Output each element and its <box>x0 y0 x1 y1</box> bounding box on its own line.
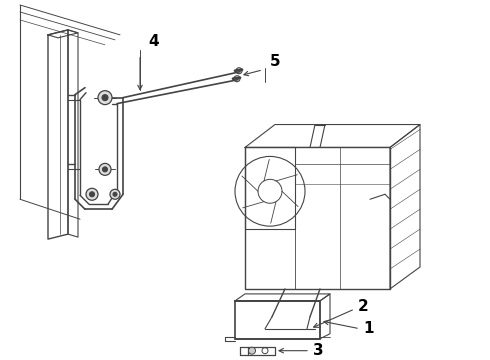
Circle shape <box>99 163 111 175</box>
Text: 2: 2 <box>358 300 369 314</box>
Text: 4: 4 <box>148 34 159 49</box>
Circle shape <box>113 192 117 196</box>
Circle shape <box>90 192 95 197</box>
Circle shape <box>86 188 98 200</box>
Circle shape <box>102 167 107 172</box>
Circle shape <box>110 189 120 199</box>
Text: 1: 1 <box>363 321 373 336</box>
Circle shape <box>248 347 255 354</box>
Text: 3: 3 <box>313 343 323 358</box>
Circle shape <box>102 95 108 101</box>
Circle shape <box>98 91 112 105</box>
Text: 5: 5 <box>270 54 281 69</box>
